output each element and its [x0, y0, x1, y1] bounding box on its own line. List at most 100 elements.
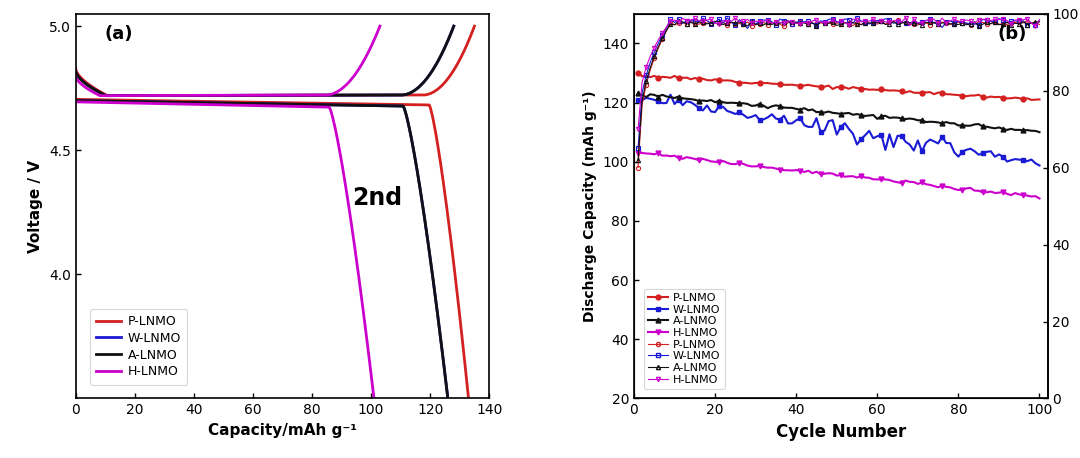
- A-LNMO: [725, 100, 738, 105]
- W-LNMO: [1032, 163, 1045, 168]
- A-LNMO: [299, 93, 312, 98]
- H-LNMO: [332, 88, 345, 94]
- W-LNMO: [632, 146, 645, 151]
- A-LNMO: [69, 68, 82, 74]
- Line: P-LNMO: P-LNMO: [76, 26, 474, 96]
- W-LNMO: [395, 93, 408, 98]
- H-LNMO: [1004, 22, 1017, 27]
- A-LNMO: [1016, 19, 1029, 24]
- A-LNMO: [729, 20, 742, 26]
- A-LNMO: [870, 116, 883, 122]
- W-LNMO: [875, 18, 888, 23]
- Legend: P-LNMO, W-LNMO, A-LNMO, H-LNMO: P-LNMO, W-LNMO, A-LNMO, H-LNMO: [90, 309, 187, 385]
- H-LNMO: [94, 93, 107, 98]
- A-LNMO: [632, 91, 645, 96]
- H-LNMO: [254, 93, 267, 98]
- Text: (b): (b): [998, 25, 1027, 44]
- A-LNMO: [632, 157, 645, 163]
- P-LNMO: [102, 93, 114, 98]
- A-LNMO: [842, 21, 855, 27]
- H-LNMO: [264, 93, 276, 98]
- P-LNMO: [1016, 20, 1029, 26]
- H-LNMO: [374, 23, 387, 29]
- X-axis label: Capacity/mAh g⁻¹: Capacity/mAh g⁻¹: [208, 423, 356, 438]
- H-LNMO: [1032, 196, 1045, 201]
- Line: A-LNMO: A-LNMO: [76, 26, 454, 96]
- W-LNMO: [632, 97, 645, 103]
- Line: P-LNMO: P-LNMO: [636, 70, 1042, 102]
- A-LNMO: [447, 23, 460, 29]
- P-LNMO: [870, 22, 883, 27]
- Line: H-LNMO: H-LNMO: [76, 26, 380, 96]
- A-LNMO: [838, 110, 851, 116]
- P-LNMO: [312, 93, 325, 98]
- H-LNMO: [870, 19, 883, 25]
- P-LNMO: [468, 23, 481, 29]
- W-LNMO: [842, 126, 855, 132]
- W-LNMO: [299, 93, 312, 98]
- H-LNMO: [870, 177, 883, 182]
- H-LNMO: [708, 159, 721, 164]
- Line: A-LNMO: A-LNMO: [636, 91, 1042, 135]
- W-LNMO: [713, 104, 726, 109]
- A-LNMO: [99, 93, 112, 98]
- P-LNMO: [373, 93, 386, 98]
- A-LNMO: [1032, 130, 1045, 135]
- P-LNMO: [708, 21, 721, 26]
- W-LNMO: [1016, 157, 1029, 163]
- A-LNMO: [311, 93, 324, 98]
- A-LNMO: [395, 93, 408, 98]
- W-LNMO: [447, 23, 460, 29]
- P-LNMO: [632, 165, 645, 170]
- P-LNMO: [1000, 96, 1013, 101]
- X-axis label: Cycle Number: Cycle Number: [775, 423, 906, 441]
- P-LNMO: [69, 65, 82, 71]
- W-LNMO: [69, 68, 82, 74]
- Y-axis label: Discharge Capacity (mAh g⁻¹): Discharge Capacity (mAh g⁻¹): [583, 90, 597, 322]
- W-LNMO: [725, 19, 738, 25]
- Line: P-LNMO: P-LNMO: [636, 17, 1041, 170]
- A-LNMO: [356, 93, 369, 98]
- Line: H-LNMO: H-LNMO: [636, 151, 1042, 201]
- W-LNMO: [708, 20, 721, 25]
- H-LNMO: [838, 174, 851, 180]
- Text: (a): (a): [105, 25, 133, 44]
- H-LNMO: [725, 18, 738, 24]
- Line: A-LNMO: A-LNMO: [636, 19, 1041, 162]
- P-LNMO: [725, 78, 738, 83]
- H-LNMO: [1013, 192, 1026, 197]
- H-LNMO: [900, 15, 913, 21]
- P-LNMO: [1004, 21, 1017, 26]
- W-LNMO: [664, 92, 677, 98]
- P-LNMO: [1013, 95, 1026, 101]
- H-LNMO: [632, 150, 645, 156]
- H-LNMO: [1016, 17, 1029, 22]
- Legend: P-LNMO, W-LNMO, A-LNMO, H-LNMO, P-LNMO, W-LNMO, A-LNMO, H-LNMO: P-LNMO, W-LNMO, A-LNMO, H-LNMO, P-LNMO, …: [644, 289, 725, 389]
- H-LNMO: [838, 20, 851, 25]
- W-LNMO: [838, 16, 851, 22]
- W-LNMO: [356, 93, 369, 98]
- A-LNMO: [708, 99, 721, 105]
- A-LNMO: [672, 18, 685, 23]
- P-LNMO: [891, 17, 904, 22]
- P-LNMO: [870, 87, 883, 93]
- H-LNMO: [708, 21, 721, 26]
- P-LNMO: [301, 93, 314, 98]
- W-LNMO: [99, 93, 112, 98]
- W-LNMO: [1016, 18, 1029, 23]
- H-LNMO: [246, 93, 259, 98]
- P-LNMO: [838, 85, 851, 90]
- P-LNMO: [413, 93, 426, 98]
- H-LNMO: [632, 126, 645, 132]
- A-LNMO: [1000, 127, 1013, 133]
- P-LNMO: [838, 20, 851, 26]
- H-LNMO: [1032, 17, 1045, 22]
- W-LNMO: [729, 111, 742, 117]
- Y-axis label: Voltage / V: Voltage / V: [28, 159, 43, 253]
- W-LNMO: [1004, 158, 1017, 163]
- A-LNMO: [289, 93, 302, 98]
- P-LNMO: [708, 76, 721, 82]
- W-LNMO: [1032, 18, 1045, 23]
- A-LNMO: [1004, 22, 1017, 27]
- P-LNMO: [1032, 97, 1045, 102]
